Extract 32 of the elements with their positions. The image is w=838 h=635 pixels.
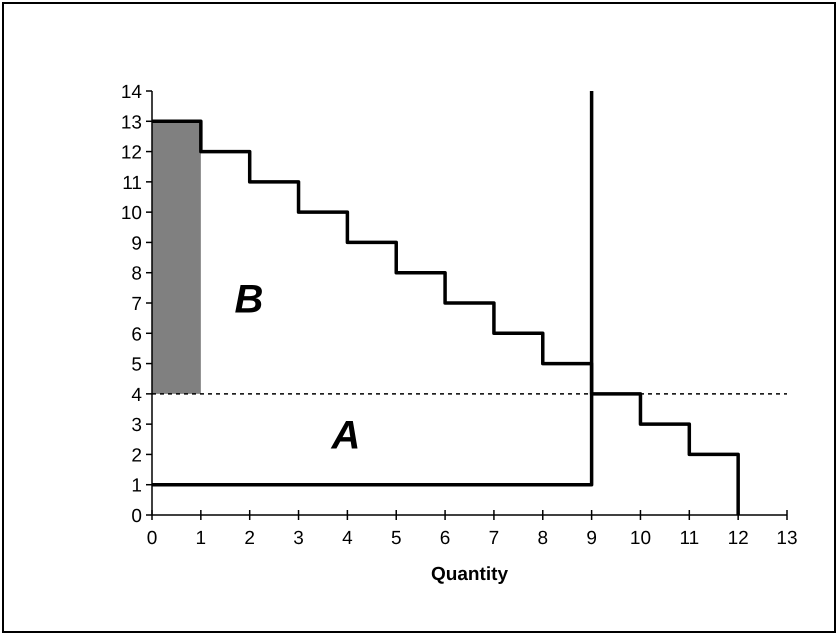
annotation: A [330, 414, 360, 458]
y-tick-label: 3 [131, 415, 142, 436]
y-tick-label: 6 [131, 324, 142, 346]
y-tick-label: 1 [131, 476, 142, 497]
x-tick-label: 5 [390, 528, 402, 549]
x-axis-title: Quantity [430, 564, 508, 585]
x-tick-label: 13 [776, 528, 798, 549]
annotation: B [234, 278, 264, 322]
x-tick-label: 0 [146, 528, 158, 549]
y-tick-label: 11 [122, 172, 142, 194]
y-tick-label: 13 [120, 112, 142, 134]
y-tick-label: 7 [131, 294, 142, 315]
x-tick-label: 8 [537, 528, 548, 549]
y-tick-label: 9 [131, 233, 142, 254]
x-tick-label: 6 [440, 528, 450, 549]
y-tick-label: 4 [131, 384, 142, 406]
x-tick-label: 10 [630, 528, 652, 549]
x-tick-label: 4 [342, 528, 354, 549]
y-tick-label: 8 [131, 264, 142, 285]
x-tick-label: 2 [244, 528, 255, 549]
x-tick-label: 7 [488, 528, 500, 549]
x-tick-label: 12 [728, 528, 749, 549]
y-tick-label: 0 [131, 506, 142, 527]
x-tick-label: 1 [196, 528, 206, 549]
y-tick-label: 12 [120, 142, 142, 164]
y-tick-label: 2 [131, 445, 142, 466]
x-tick-label: 11 [679, 528, 700, 549]
y-tick-label: 10 [120, 203, 142, 224]
y-tick-label: 5 [131, 354, 142, 376]
x-tick-label: 9 [586, 528, 597, 549]
x-tick-label: 3 [293, 528, 304, 549]
y-tick-label: 14 [120, 82, 142, 103]
